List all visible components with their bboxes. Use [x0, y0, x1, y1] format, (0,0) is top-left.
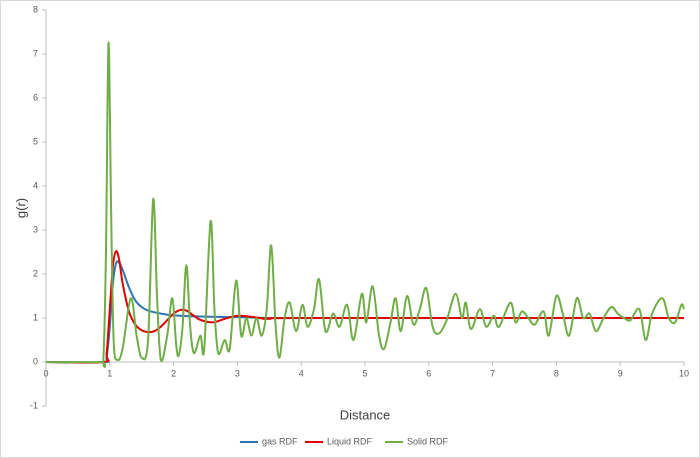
y-tick-label: 7 — [33, 48, 38, 58]
series-line — [45, 41, 685, 368]
y-tick-label: 1 — [33, 312, 38, 322]
x-tick-label: 3 — [235, 368, 240, 378]
x-tick-label: 0 — [43, 368, 48, 378]
legend-label: Solid RDF — [407, 436, 449, 446]
x-tick-label: 10 — [679, 368, 689, 378]
x-tick-label: 2 — [171, 368, 176, 378]
y-tick-label: 3 — [33, 224, 38, 234]
y-tick-label: -1 — [30, 400, 38, 410]
y-tick-label: 5 — [33, 136, 38, 146]
series-line — [45, 250, 685, 364]
x-tick-label: 1 — [107, 368, 112, 378]
x-tick-label: 4 — [299, 368, 304, 378]
y-tick-label: 0 — [33, 356, 38, 366]
y-axis-title: g(r) — [13, 198, 28, 218]
y-tick-label: 2 — [33, 268, 38, 278]
legend-label: gas RDF — [262, 436, 298, 446]
y-tick-label: 6 — [33, 92, 38, 102]
x-tick-label: 6 — [426, 368, 431, 378]
x-tick-label: 5 — [362, 368, 367, 378]
y-tick-label: 8 — [33, 4, 38, 14]
y-tick-label: 4 — [33, 180, 38, 190]
legend-label: Liquid RDF — [327, 436, 373, 446]
x-tick-label: 8 — [554, 368, 559, 378]
x-tick-label: 9 — [618, 368, 623, 378]
x-axis-title: Distance — [340, 407, 391, 422]
x-tick-label: 7 — [490, 368, 495, 378]
